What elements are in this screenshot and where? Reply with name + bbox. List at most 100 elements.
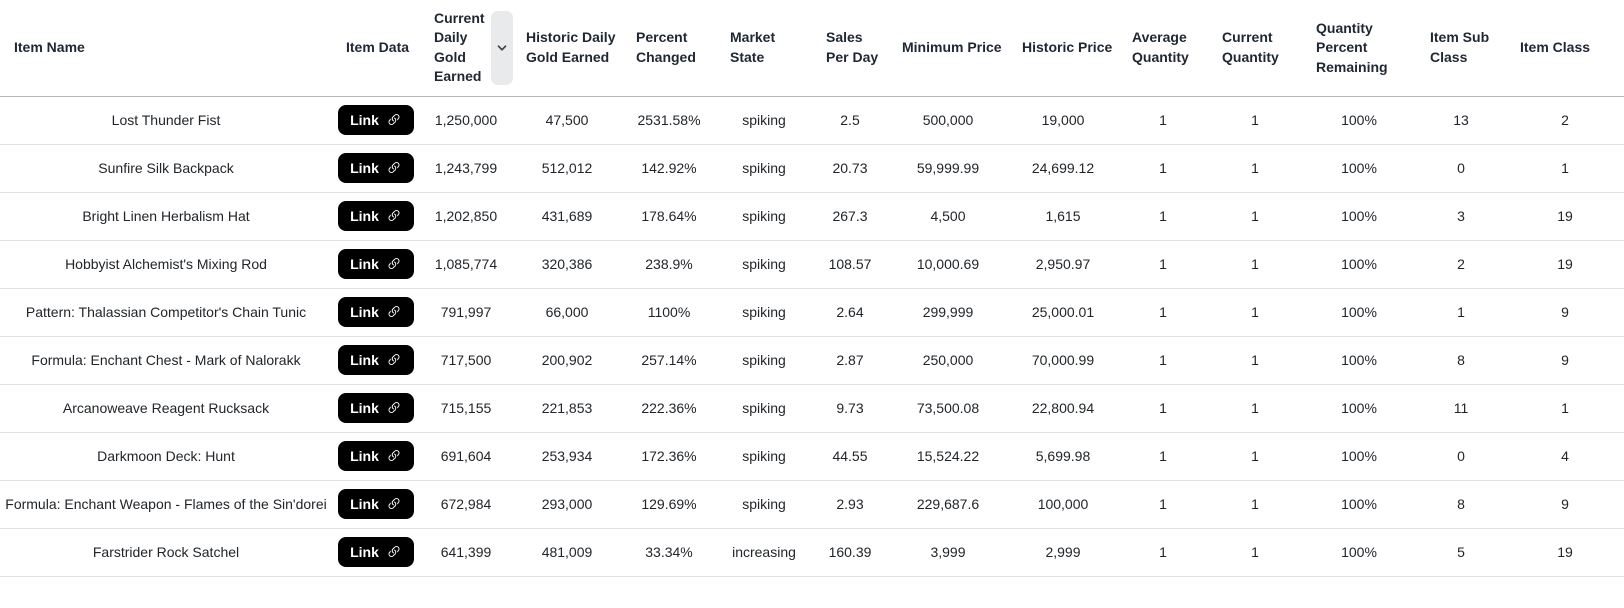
link-button-label: Link — [350, 352, 379, 368]
current-quantity-cell: 1 — [1208, 288, 1302, 337]
link-button-label: Link — [350, 304, 379, 320]
quantity-percent-remaining-cell: 100% — [1302, 240, 1416, 289]
header-item-class: Item Class — [1506, 0, 1624, 97]
item-link-button[interactable]: Link — [338, 153, 414, 183]
historic-daily-gold-cell: 320,386 — [512, 240, 622, 289]
item-name-cell: Bright Linen Herbalism Hat — [0, 192, 332, 241]
current-quantity-cell: 1 — [1208, 144, 1302, 193]
percent-changed-cell: 2531.58% — [622, 96, 716, 145]
item-data-cell: Link — [332, 528, 420, 577]
historic-price-cell: 1,615 — [1008, 192, 1118, 241]
item-class-cell: 9 — [1506, 336, 1624, 385]
header-historic-price: Historic Price — [1008, 0, 1118, 97]
item-sub-class-cell: 2 — [1416, 240, 1506, 289]
current-quantity-cell: 1 — [1208, 432, 1302, 481]
historic-price-cell: 100,000 — [1008, 480, 1118, 529]
current-quantity-cell: 1 — [1208, 480, 1302, 529]
item-link-button[interactable]: Link — [338, 297, 414, 327]
percent-changed-cell: 1100% — [622, 288, 716, 337]
item-link-button[interactable]: Link — [338, 345, 414, 375]
average-quantity-cell: 1 — [1118, 144, 1208, 193]
sales-per-day-cell: 2.5 — [812, 96, 888, 145]
sales-per-day-cell: 2.93 — [812, 480, 888, 529]
item-link-button[interactable]: Link — [338, 201, 414, 231]
item-link-button[interactable]: Link — [338, 105, 414, 135]
item-class-cell: 9 — [1506, 288, 1624, 337]
average-quantity-cell: 1 — [1118, 96, 1208, 145]
item-data-cell: Link — [332, 336, 420, 385]
market-state-cell: spiking — [716, 192, 812, 241]
link-button-label: Link — [350, 448, 379, 464]
minimum-price-cell: 500,000 — [888, 96, 1008, 145]
link-icon — [386, 112, 402, 128]
link-icon — [386, 448, 402, 464]
table-body: Lost Thunder Fist Link 1,250,000 47,500 … — [0, 96, 1624, 577]
quantity-percent-remaining-cell: 100% — [1302, 288, 1416, 337]
historic-daily-gold-cell: 253,934 — [512, 432, 622, 481]
link-button-label: Link — [350, 544, 379, 560]
current-daily-gold-cell: 691,604 — [420, 432, 512, 481]
table-row: Formula: Enchant Chest - Mark of Nalorak… — [0, 336, 1624, 385]
percent-changed-cell: 142.92% — [622, 144, 716, 193]
sort-button-current-daily-gold-earned[interactable] — [490, 10, 513, 85]
item-class-cell: 9 — [1506, 480, 1624, 529]
item-name-cell: Lost Thunder Fist — [0, 96, 332, 145]
link-icon — [386, 256, 402, 272]
quantity-percent-remaining-cell: 100% — [1302, 96, 1416, 145]
historic-price-cell: 2,999 — [1008, 528, 1118, 577]
table-row: Arcanoweave Reagent Rucksack Link 715,15… — [0, 384, 1624, 433]
link-button-label: Link — [350, 496, 379, 512]
historic-daily-gold-cell: 512,012 — [512, 144, 622, 193]
current-quantity-cell: 1 — [1208, 336, 1302, 385]
item-name-cell: Pattern: Thalassian Competitor's Chain T… — [0, 288, 332, 337]
item-link-button[interactable]: Link — [338, 489, 414, 519]
percent-changed-cell: 222.36% — [622, 384, 716, 433]
item-class-cell: 2 — [1506, 96, 1624, 145]
item-data-cell: Link — [332, 480, 420, 529]
historic-daily-gold-cell: 481,009 — [512, 528, 622, 577]
header-row: Item Name Item Data Current Daily Gold E… — [0, 0, 1624, 97]
item-name-cell: Formula: Enchant Weapon - Flames of the … — [0, 480, 332, 529]
market-state-cell: spiking — [716, 336, 812, 385]
table-header: Item Name Item Data Current Daily Gold E… — [0, 0, 1624, 97]
sales-per-day-cell: 9.73 — [812, 384, 888, 433]
percent-changed-cell: 172.36% — [622, 432, 716, 481]
item-link-button[interactable]: Link — [338, 249, 414, 279]
header-item-sub-class: Item Sub Class — [1416, 0, 1506, 97]
market-state-cell: spiking — [716, 144, 812, 193]
market-state-cell: spiking — [716, 480, 812, 529]
current-daily-gold-cell: 715,155 — [420, 384, 512, 433]
header-quantity-percent-remaining: Quantity Percent Remaining — [1302, 0, 1416, 97]
market-state-cell: spiking — [716, 432, 812, 481]
historic-daily-gold-cell: 431,689 — [512, 192, 622, 241]
quantity-percent-remaining-cell: 100% — [1302, 144, 1416, 193]
table-row: Pattern: Thalassian Competitor's Chain T… — [0, 288, 1624, 337]
chevron-down-icon — [496, 42, 508, 54]
average-quantity-cell: 1 — [1118, 288, 1208, 337]
quantity-percent-remaining-cell: 100% — [1302, 192, 1416, 241]
sales-per-day-cell: 2.64 — [812, 288, 888, 337]
average-quantity-cell: 1 — [1118, 240, 1208, 289]
current-daily-gold-cell: 717,500 — [420, 336, 512, 385]
item-name-cell: Formula: Enchant Chest - Mark of Nalorak… — [0, 336, 332, 385]
item-class-cell: 19 — [1506, 240, 1624, 289]
historic-daily-gold-cell: 47,500 — [512, 96, 622, 145]
item-link-button[interactable]: Link — [338, 393, 414, 423]
average-quantity-cell: 1 — [1118, 432, 1208, 481]
historic-daily-gold-cell: 293,000 — [512, 480, 622, 529]
historic-daily-gold-cell: 221,853 — [512, 384, 622, 433]
sales-per-day-cell: 267.3 — [812, 192, 888, 241]
percent-changed-cell: 178.64% — [622, 192, 716, 241]
item-link-button[interactable]: Link — [338, 537, 414, 567]
current-daily-gold-cell: 1,085,774 — [420, 240, 512, 289]
minimum-price-cell: 229,687.6 — [888, 480, 1008, 529]
link-button-label: Link — [350, 400, 379, 416]
current-daily-gold-cell: 1,202,850 — [420, 192, 512, 241]
item-link-button[interactable]: Link — [338, 441, 414, 471]
item-name-cell: Darkmoon Deck: Hunt — [0, 432, 332, 481]
link-icon — [386, 544, 402, 560]
current-daily-gold-cell: 791,997 — [420, 288, 512, 337]
current-quantity-cell: 1 — [1208, 192, 1302, 241]
quantity-percent-remaining-cell: 100% — [1302, 528, 1416, 577]
